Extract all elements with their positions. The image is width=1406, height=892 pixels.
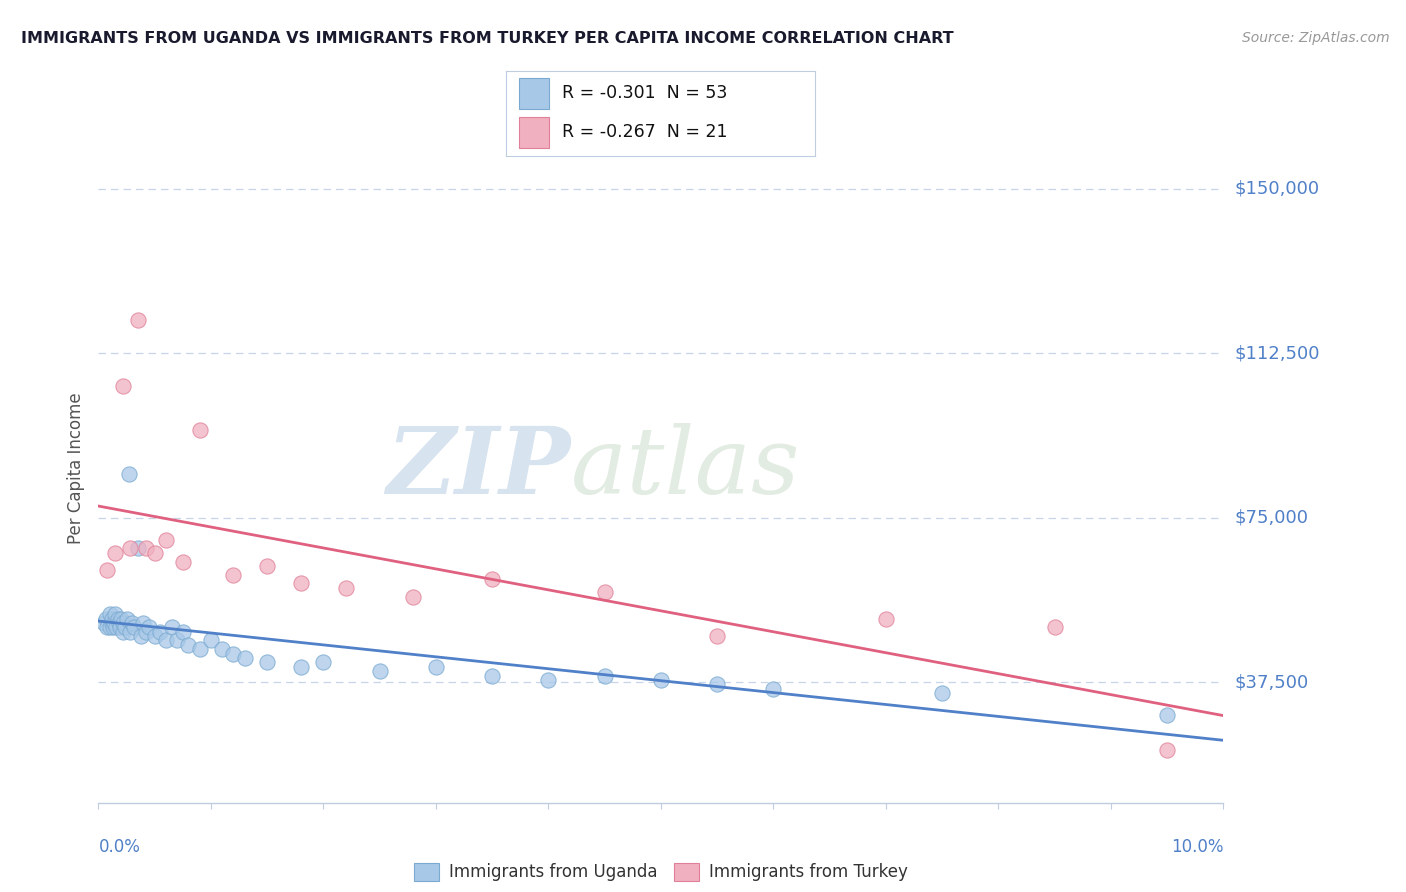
Point (290, 576, 312, 591)
Point (118, 541, 141, 556)
Point (706, 677, 728, 691)
Point (160, 620, 183, 634)
Point (762, 681, 785, 696)
Text: IMMIGRANTS FROM UGANDA VS IMMIGRANTS FROM TURKEY PER CAPITA INCOME CORRELATION C: IMMIGRANTS FROM UGANDA VS IMMIGRANTS FRO… (21, 31, 953, 46)
Point (222, 567, 245, 582)
Y-axis label: Per Capita Income: Per Capita Income (66, 392, 84, 544)
Point (104, 546, 127, 560)
Point (114, 620, 136, 634)
Point (188, 642, 211, 657)
Point (256, 558, 278, 573)
Point (127, 541, 149, 556)
Point (222, 647, 245, 661)
Point (135, 541, 157, 556)
Point (104, 607, 127, 622)
Point (108, 620, 131, 634)
Point (93, 615, 115, 630)
Point (101, 615, 124, 630)
Point (172, 555, 194, 569)
Point (256, 656, 278, 670)
Text: 0.0%: 0.0% (98, 838, 141, 856)
Point (177, 638, 200, 652)
Point (112, 379, 135, 393)
Point (96, 620, 118, 634)
Point (107, 615, 129, 630)
Point (1156, 708, 1178, 723)
Point (481, 668, 503, 682)
Text: 10.0%: 10.0% (1171, 838, 1223, 856)
Point (368, 664, 391, 678)
Point (402, 590, 425, 604)
Point (101, 611, 124, 625)
Point (121, 615, 143, 630)
Point (143, 629, 166, 643)
Point (1043, 620, 1066, 634)
Point (593, 585, 616, 599)
Text: R = -0.301  N = 53: R = -0.301 N = 53 (562, 85, 727, 103)
Point (537, 673, 560, 687)
Point (96, 611, 118, 625)
Point (650, 673, 672, 687)
Point (425, 660, 447, 674)
Point (103, 615, 125, 630)
Point (138, 620, 160, 634)
Point (118, 467, 141, 481)
Point (481, 572, 503, 586)
Point (98, 607, 121, 622)
Point (200, 633, 222, 648)
Point (132, 615, 155, 630)
Text: Source: ZipAtlas.com: Source: ZipAtlas.com (1241, 31, 1389, 45)
Point (101, 620, 124, 634)
Point (98, 620, 121, 634)
Point (129, 629, 152, 643)
Text: R = -0.267  N = 21: R = -0.267 N = 21 (562, 123, 727, 141)
Text: atlas: atlas (571, 424, 800, 513)
Point (155, 533, 177, 547)
Point (155, 633, 177, 648)
Point (149, 624, 172, 639)
Bar (519, 78, 550, 109)
Text: ZIP: ZIP (387, 424, 571, 513)
Point (290, 660, 312, 674)
Legend: Immigrants from Uganda, Immigrants from Turkey: Immigrants from Uganda, Immigrants from … (408, 856, 914, 888)
Text: $150,000: $150,000 (1234, 179, 1319, 198)
Point (105, 620, 128, 634)
Point (96, 563, 118, 577)
Point (188, 423, 211, 437)
Point (110, 611, 132, 625)
Text: $75,000: $75,000 (1234, 508, 1309, 526)
Point (118, 624, 141, 639)
Point (127, 313, 149, 327)
Point (233, 651, 256, 665)
Point (107, 611, 129, 625)
Point (143, 546, 166, 560)
Point (706, 629, 728, 643)
Text: $37,500: $37,500 (1234, 673, 1309, 691)
Point (115, 611, 138, 625)
Point (593, 668, 616, 682)
Point (1156, 743, 1178, 757)
Point (166, 633, 188, 648)
Point (172, 624, 194, 639)
Text: $112,500: $112,500 (1234, 344, 1320, 362)
Point (931, 686, 953, 700)
Point (211, 642, 233, 657)
Point (135, 624, 157, 639)
Point (312, 656, 335, 670)
Point (335, 581, 357, 595)
Point (112, 624, 135, 639)
Point (124, 620, 146, 634)
Bar (519, 117, 550, 147)
Point (875, 611, 897, 625)
Point (112, 615, 135, 630)
